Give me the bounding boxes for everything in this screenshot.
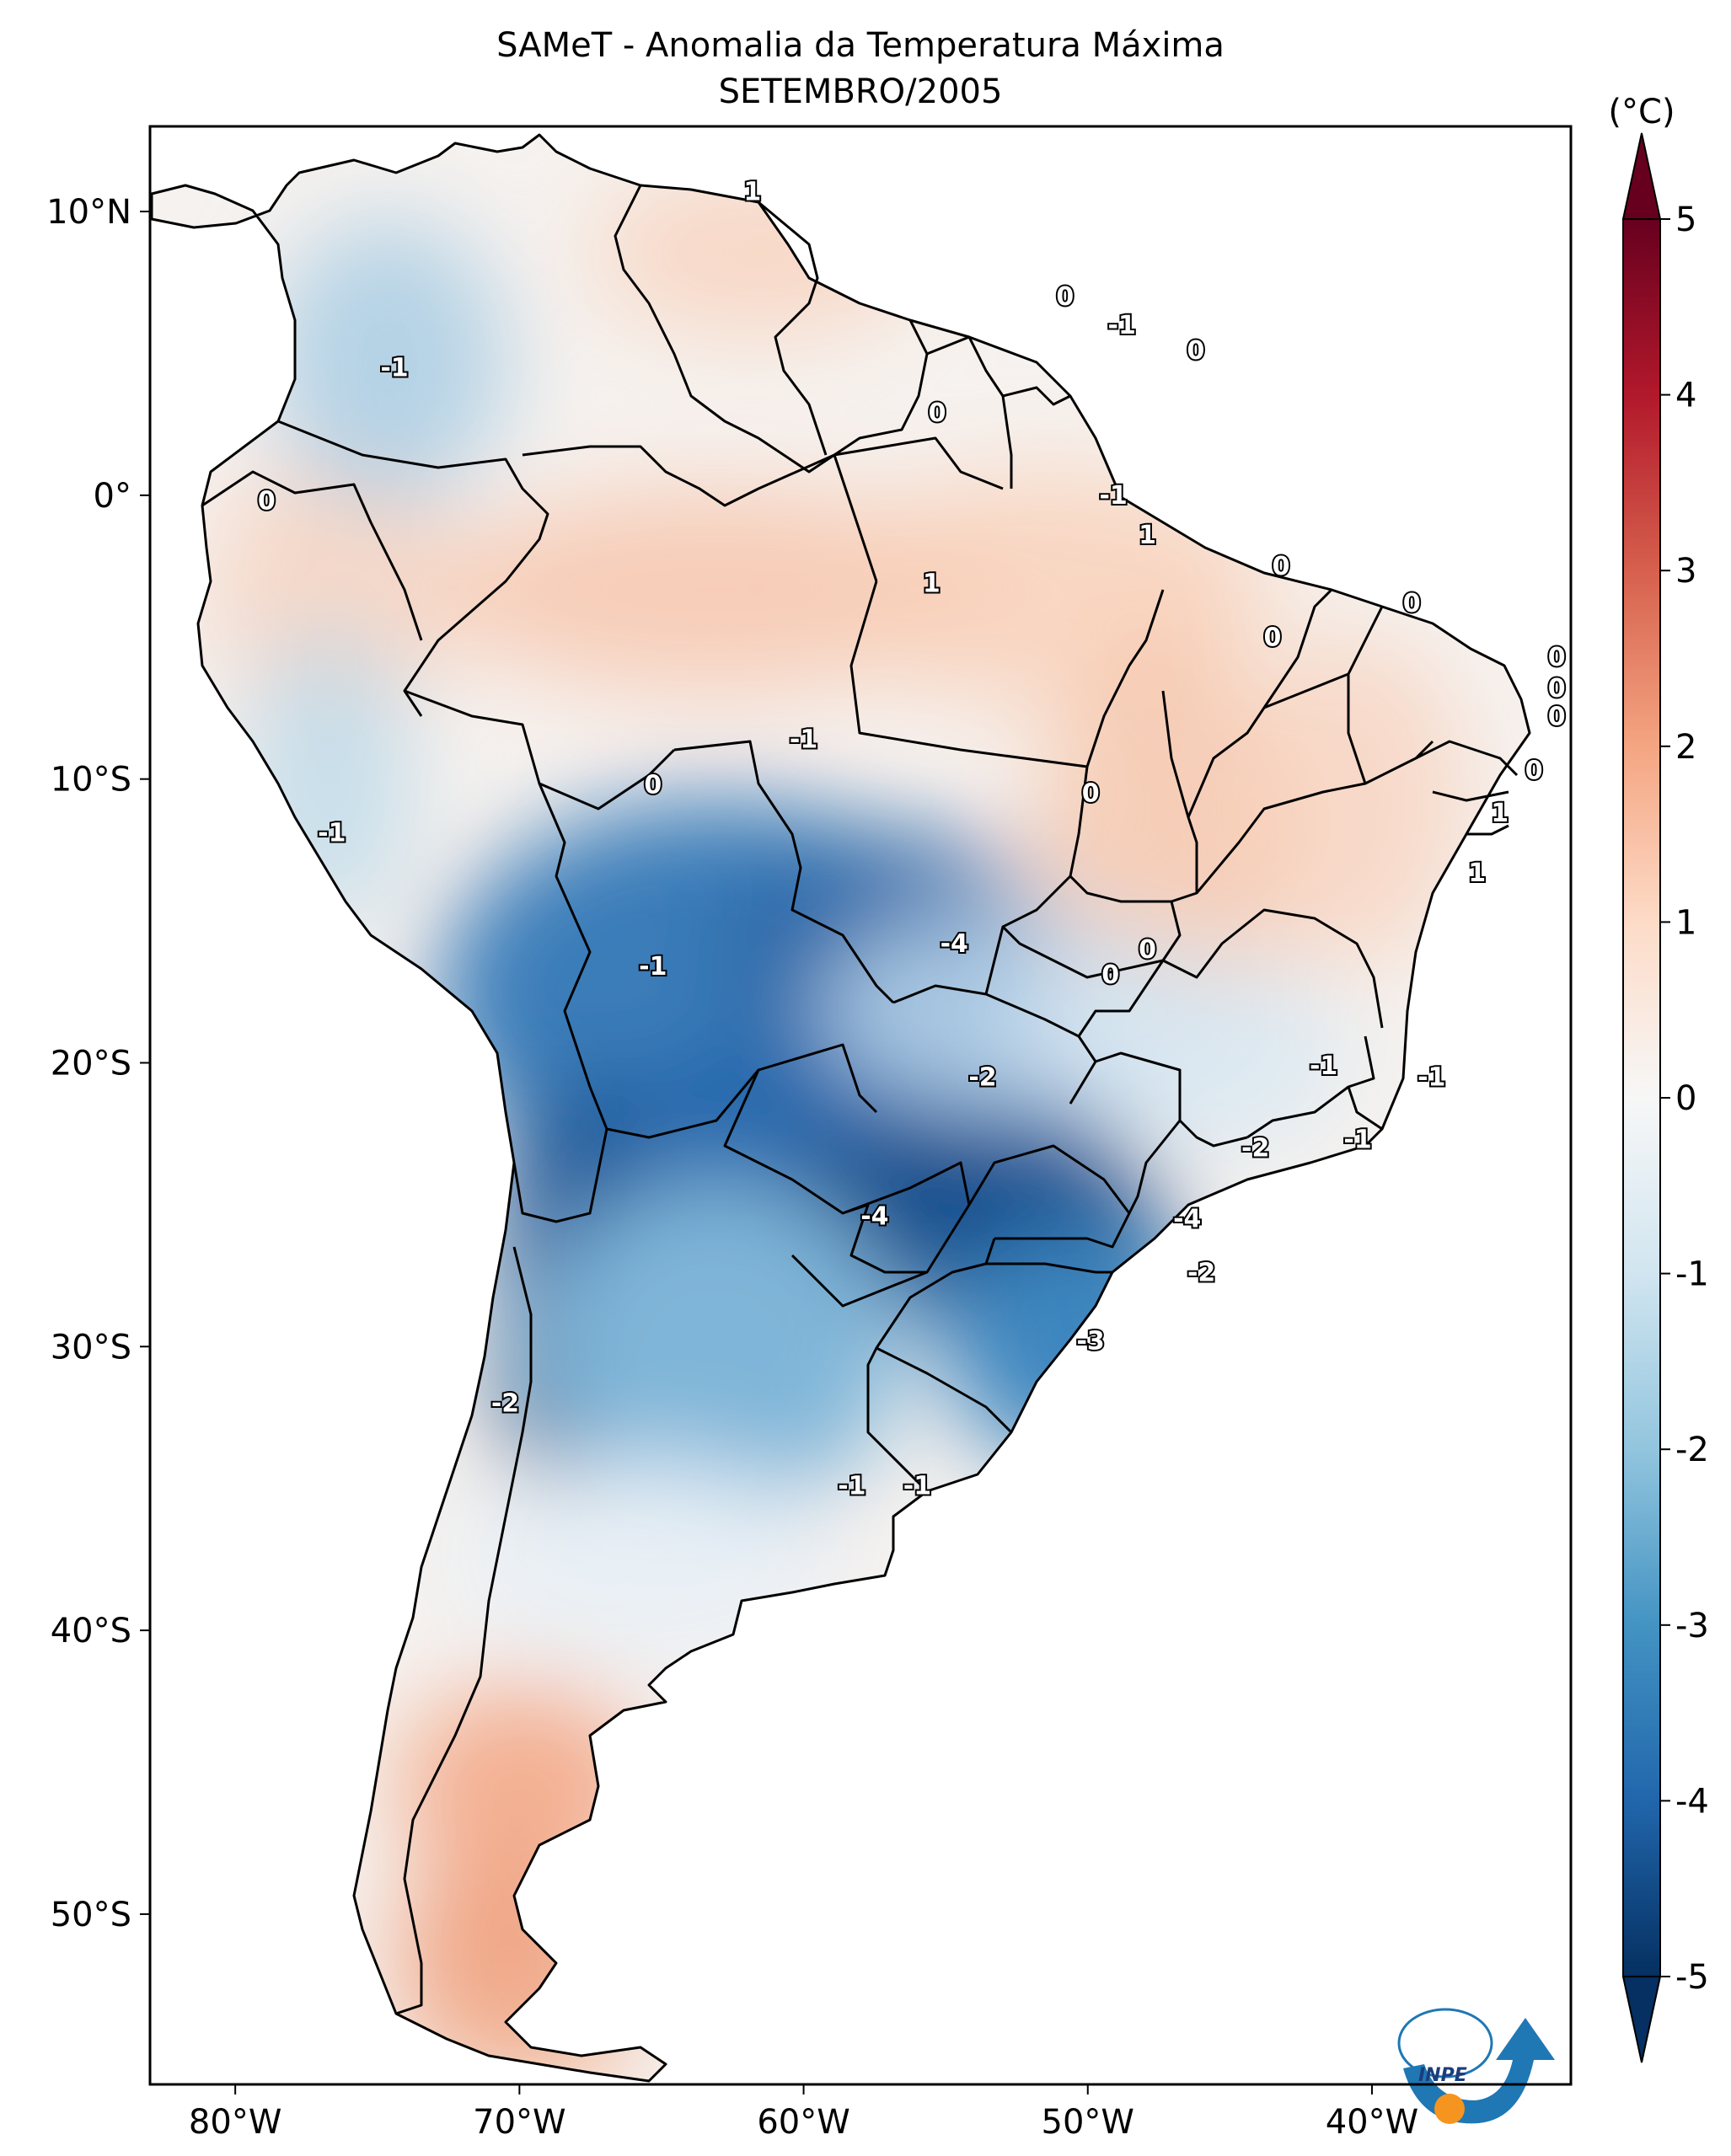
- contour-label: 0: [1273, 552, 1290, 581]
- contour-label: -2: [1187, 1259, 1215, 1288]
- contour-label: -3: [1076, 1327, 1104, 1356]
- contour-label: 0: [1101, 960, 1119, 990]
- figure-subtitle: SETEMBRO/2005: [719, 72, 1003, 111]
- y-tick-label: 50°S: [51, 1896, 131, 1934]
- y-axis-ticks: 10°N 0° 10°S 20°S 30°S 40°S 50°S: [46, 193, 150, 1934]
- y-tick-label: 10°N: [46, 193, 131, 232]
- y-tick-label: 40°S: [51, 1612, 131, 1650]
- x-axis-ticks: 80°W 70°W 60°W 50°W 40°W: [189, 2084, 1418, 2142]
- contour-label: 0: [1548, 643, 1566, 672]
- contour-label: 0: [1056, 282, 1074, 312]
- colorbar-unit: (°C): [1608, 93, 1675, 131]
- inpe-logo: INPE: [1397, 2008, 1555, 2124]
- figure-title: SAMeT - Anomalia da Temperatura Máxima: [496, 26, 1225, 65]
- y-tick-label: 30°S: [51, 1328, 131, 1367]
- x-tick-label: 80°W: [189, 2103, 281, 2142]
- colorbar-tick-label: 1: [1675, 903, 1696, 942]
- y-tick-label: 20°S: [51, 1044, 131, 1083]
- inpe-logo-sun-icon: [1434, 2094, 1465, 2124]
- colorbar-ticks: 5 4 3 2 1 0 -1 -2 -3 -4 -5: [1660, 201, 1709, 1997]
- contour-label: -1: [1310, 1051, 1337, 1081]
- colorbar-tick-label: -5: [1675, 1958, 1709, 1997]
- contour-label: 0: [1548, 674, 1566, 704]
- contour-label: -1: [318, 819, 346, 848]
- contour-label: 1: [1468, 859, 1486, 888]
- colorbar-tick-label: 3: [1675, 552, 1696, 591]
- colorbar-tick-label: -2: [1675, 1431, 1709, 1469]
- contour-label: -4: [1173, 1205, 1201, 1234]
- contour-label: -1: [790, 725, 817, 755]
- colorbar-tick-label: -4: [1675, 1782, 1709, 1821]
- x-tick-label: 50°W: [1042, 2103, 1134, 2142]
- colorbar: (°C) 5 4 3 2 1 0 -1 -2 -3 -4 -5: [1608, 93, 1709, 2063]
- colorbar-tick-label: 4: [1675, 377, 1696, 415]
- colorbar-tick-label: -1: [1675, 1255, 1709, 1294]
- contour-label: 1: [923, 569, 941, 598]
- contour-label: -1: [838, 1471, 866, 1501]
- contour-label: 0: [1139, 935, 1156, 965]
- contour-label: -4: [941, 929, 968, 959]
- colorbar-tick-label: 2: [1675, 728, 1696, 767]
- contour-label: -2: [491, 1389, 519, 1419]
- colorbar-tick-label: -3: [1675, 1607, 1709, 1645]
- contour-label: -1: [903, 1471, 931, 1501]
- contour-label: -1: [1343, 1125, 1371, 1154]
- contour-label: 0: [644, 770, 662, 800]
- inpe-logo-text: INPE: [1418, 2065, 1467, 2086]
- contour-label: -4: [860, 1201, 888, 1231]
- colorbar-tick-label: 5: [1675, 201, 1696, 239]
- contour-label: 0: [258, 487, 276, 516]
- contour-label: 1: [743, 177, 761, 206]
- contour-label: 0: [1525, 757, 1543, 786]
- contour-label: -1: [639, 952, 667, 982]
- contour-label: 0: [1264, 623, 1282, 652]
- y-tick-label: 0°: [94, 477, 131, 516]
- contour-label: -1: [1099, 481, 1127, 511]
- contour-label: -2: [968, 1062, 996, 1092]
- contour-label: 0: [929, 399, 946, 428]
- contour-label: -1: [380, 353, 408, 383]
- x-tick-label: 60°W: [757, 2103, 849, 2142]
- contour-label: 0: [1548, 703, 1566, 732]
- colorbar-extend-max: [1621, 132, 1662, 220]
- political-borders: [201, 185, 1519, 2015]
- x-tick-label: 40°W: [1326, 2103, 1418, 2142]
- contour-label: 0: [1403, 589, 1421, 618]
- contour-label: -1: [1417, 1062, 1445, 1092]
- contour-label: 0: [1187, 336, 1204, 366]
- contour-label: 1: [1491, 799, 1509, 828]
- colorbar-tick-label: 0: [1675, 1079, 1696, 1118]
- contour-label: -2: [1241, 1134, 1269, 1164]
- x-tick-label: 70°W: [473, 2103, 565, 2142]
- colorbar-body: [1622, 218, 1661, 1977]
- contour-label: -1: [1108, 311, 1136, 340]
- y-tick-label: 10°S: [51, 761, 131, 800]
- contour-label: 1: [1139, 521, 1156, 550]
- colorbar-extend-min: [1621, 1976, 1662, 2063]
- contour-label: 0: [1082, 779, 1100, 809]
